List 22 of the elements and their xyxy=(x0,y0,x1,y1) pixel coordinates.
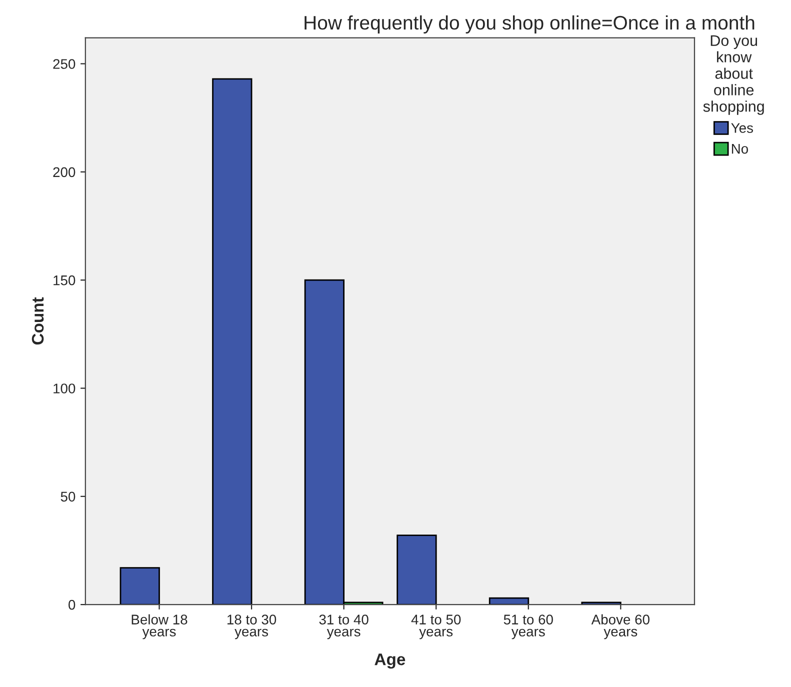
y-tick-label: 150 xyxy=(54,275,76,286)
x-tick-label: 31 to 40 years xyxy=(319,614,368,640)
y-tick-label: 250 xyxy=(53,59,76,69)
y-tick-label: 200 xyxy=(53,167,76,178)
bar xyxy=(120,567,160,605)
bar xyxy=(488,597,530,605)
legend-label: Yes xyxy=(731,123,753,133)
chart-title: How frequently do you shop online=Once in a month xyxy=(304,15,754,34)
x-tick-label: Above 60 years xyxy=(591,614,650,640)
y-axis-title: Count xyxy=(32,297,44,345)
y-tick-label: 0 xyxy=(68,600,76,610)
legend-label: No xyxy=(732,144,748,154)
x-tick-label: 51 to 60 years xyxy=(504,614,553,640)
y-tick-label: 50 xyxy=(60,492,76,502)
bar xyxy=(212,78,252,605)
bar xyxy=(396,534,437,605)
y-tick-label: 100 xyxy=(54,384,76,394)
legend-title: Do you know about online shopping xyxy=(703,35,764,115)
x-axis-title: Age xyxy=(374,654,406,669)
x-tick-label: 41 to 50 years xyxy=(411,614,461,640)
x-tick-label: 18 to 30 years xyxy=(228,614,276,640)
x-tick-label: Below 18 years xyxy=(132,614,188,640)
